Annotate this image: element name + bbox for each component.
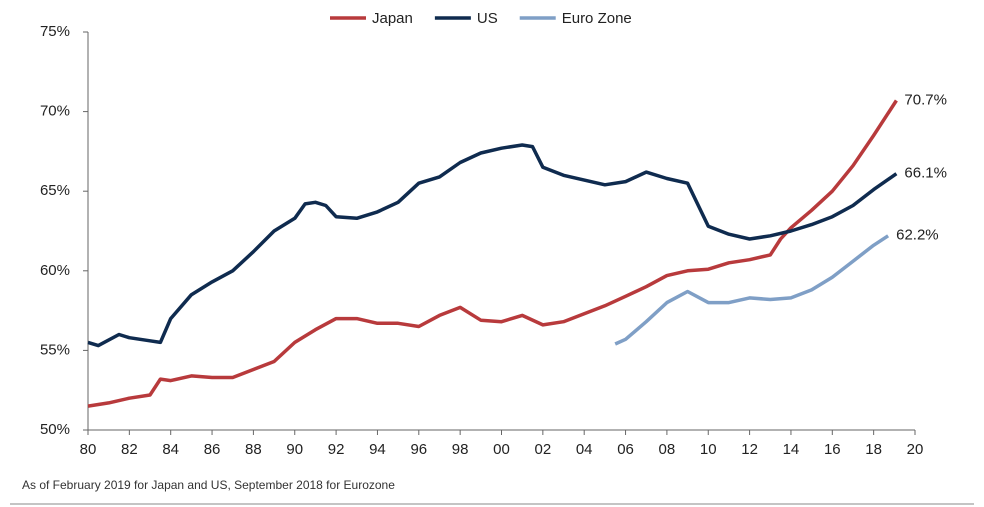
x-tick-label: 86 xyxy=(204,441,221,458)
y-tick-label: 50% xyxy=(40,421,70,438)
x-tick-label: 98 xyxy=(452,441,469,458)
x-tick-label: 96 xyxy=(410,441,427,458)
x-tick-label: 04 xyxy=(576,441,593,458)
x-tick-label: 88 xyxy=(245,441,262,458)
x-tick-label: 14 xyxy=(783,441,800,458)
x-tick-label: 80 xyxy=(80,441,97,458)
data-label: 62.2% xyxy=(896,227,939,244)
y-tick-label: 75% xyxy=(40,23,70,40)
x-tick-label: 82 xyxy=(121,441,138,458)
footnote: As of February 2019 for Japan and US, Se… xyxy=(22,478,395,492)
x-tick-label: 08 xyxy=(659,441,676,458)
x-tick-label: 06 xyxy=(617,441,634,458)
x-tick-label: 10 xyxy=(700,441,717,458)
y-tick-label: 65% xyxy=(40,182,70,199)
y-tick-label: 70% xyxy=(40,103,70,120)
x-tick-label: 00 xyxy=(493,441,510,458)
legend-label: Euro Zone xyxy=(562,10,632,27)
x-tick-label: 16 xyxy=(824,441,841,458)
series-line xyxy=(614,234,890,346)
x-tick-label: 02 xyxy=(535,441,552,458)
x-tick-label: 12 xyxy=(741,441,758,458)
y-tick-label: 60% xyxy=(40,262,70,279)
x-tick-label: 18 xyxy=(865,441,882,458)
legend-label: Japan xyxy=(372,10,413,27)
x-tick-label: 20 xyxy=(907,441,924,458)
data-label: 66.1% xyxy=(904,165,947,182)
series-line xyxy=(87,143,898,348)
x-tick-label: 84 xyxy=(162,441,179,458)
series-line xyxy=(87,99,898,408)
x-tick-label: 94 xyxy=(369,441,386,458)
y-tick-label: 55% xyxy=(40,341,70,358)
x-tick-label: 92 xyxy=(328,441,345,458)
data-label: 70.7% xyxy=(904,91,947,108)
x-tick-label: 90 xyxy=(286,441,303,458)
legend-label: US xyxy=(477,10,498,27)
